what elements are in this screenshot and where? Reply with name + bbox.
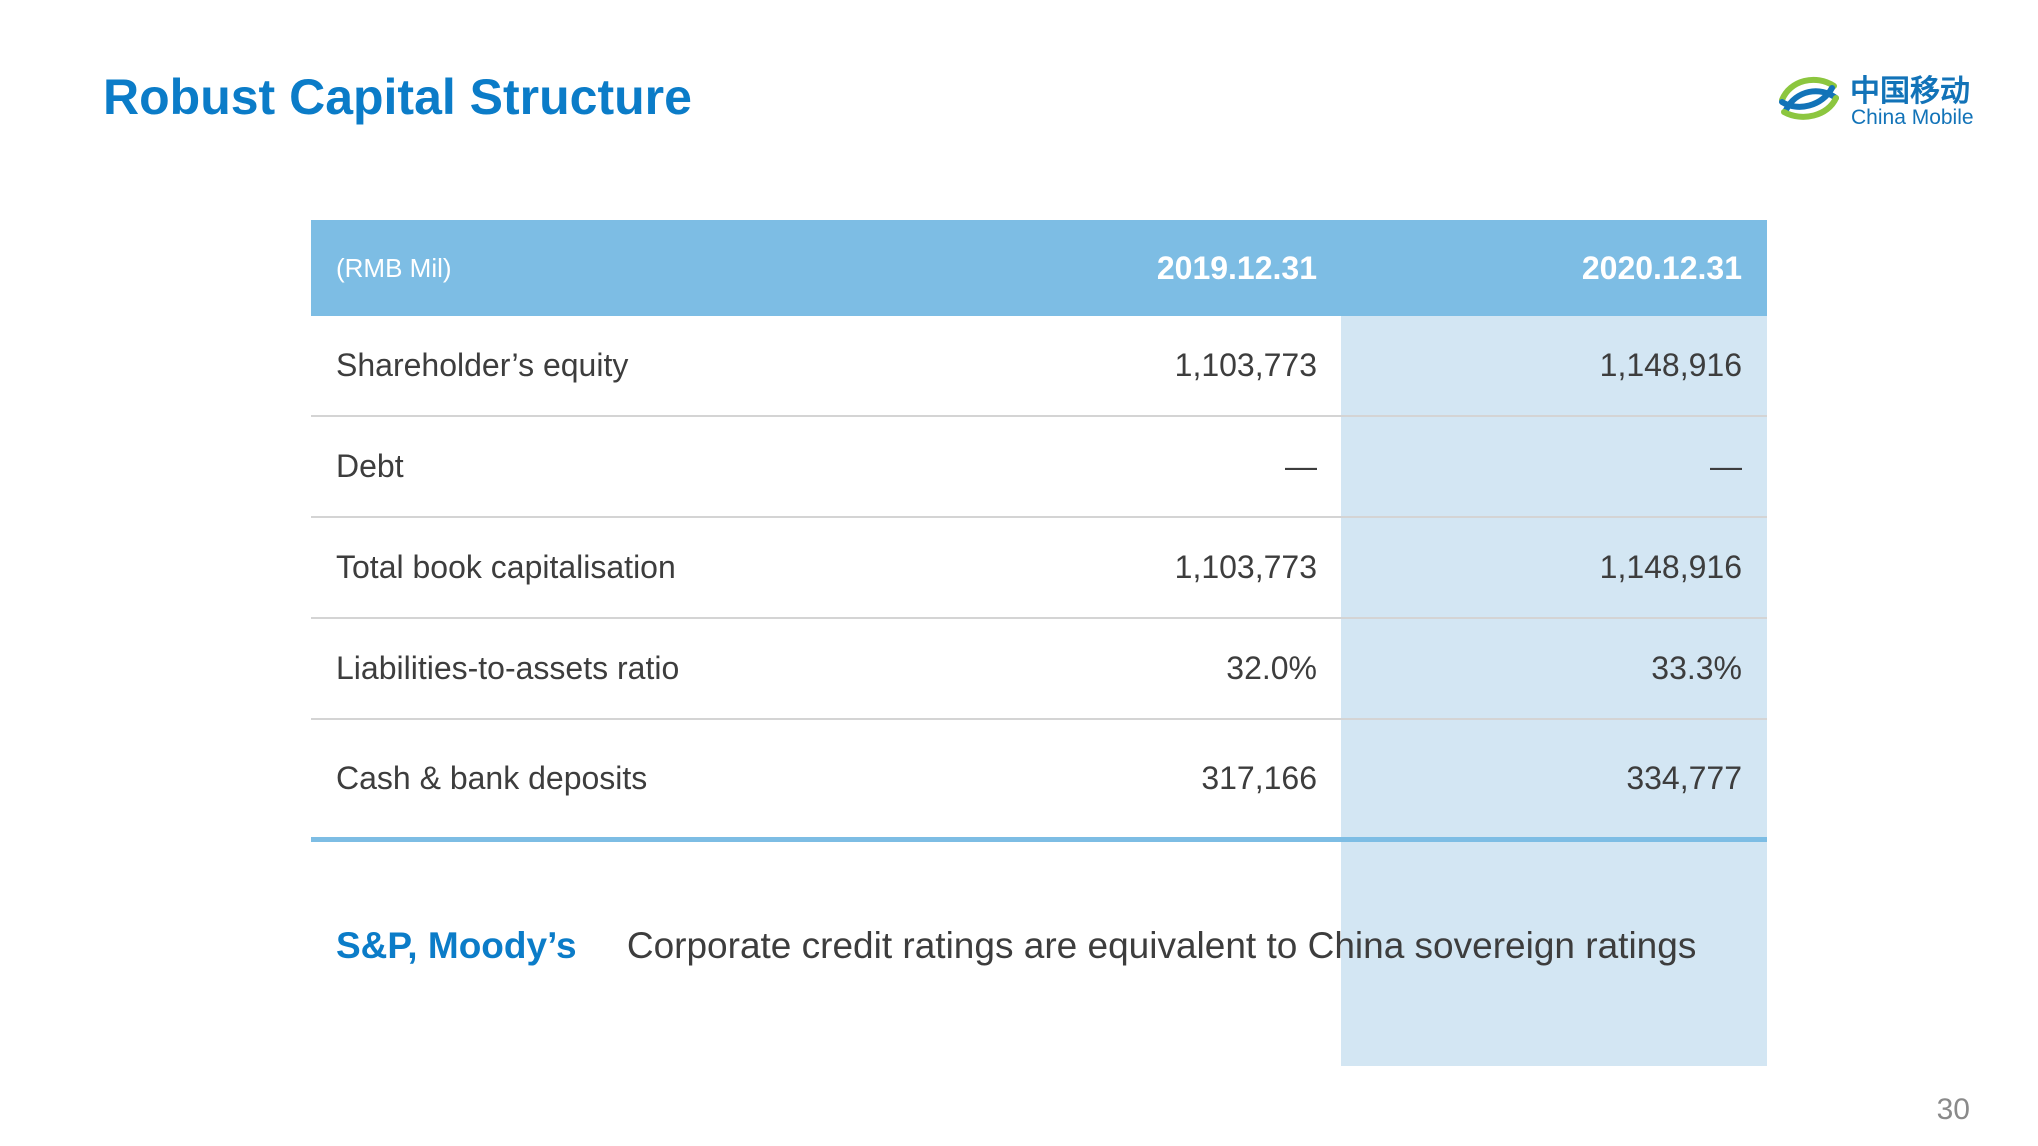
logo-name-en: China Mobile <box>1851 106 1974 129</box>
row-label: Total book capitalisation <box>336 549 676 585</box>
value-2019: — <box>1285 448 1317 484</box>
value-2019: 317,166 <box>1201 760 1317 796</box>
value-2019: 1,103,773 <box>1174 549 1317 585</box>
value-2020: 1,148,916 <box>1599 347 1742 383</box>
page-number: 30 <box>1936 1093 1970 1126</box>
capital-structure-table: (RMB Mil) 2019.12.31 2020.12.31 Sharehol… <box>311 220 1767 1066</box>
value-2020: — <box>1710 448 1742 484</box>
logo-name-cn: 中国移动 <box>1850 74 1970 109</box>
row-label: Debt <box>336 448 404 484</box>
column-header-2019: 2019.12.31 <box>1156 249 1317 286</box>
table-row: Liabilities-to-assets ratio 32.0% 33.3% <box>311 619 1767 720</box>
value-2020: 33.3% <box>1651 650 1742 686</box>
value-2019: 1,103,773 <box>1174 347 1317 383</box>
value-2020: 1,148,916 <box>1599 549 1742 585</box>
row-label: Shareholder’s equity <box>336 347 629 383</box>
table-row: Total book capitalisation 1,103,773 1,14… <box>311 518 1767 619</box>
unit-label: (RMB Mil) <box>336 252 452 283</box>
row-label: Cash & bank deposits <box>336 760 648 796</box>
credit-rating-note: S&P, Moody’s Corporate credit ratings ar… <box>336 925 1696 967</box>
table-row: Debt — — <box>311 417 1767 518</box>
company-logo: 中国移动 China Mobile <box>1776 62 1996 138</box>
page-title: Robust Capital Structure <box>103 69 692 125</box>
value-2020: 334,777 <box>1626 760 1742 796</box>
column-header-2020: 2020.12.31 <box>1581 249 1742 286</box>
table-header-row: (RMB Mil) 2019.12.31 2020.12.31 <box>311 220 1767 316</box>
highlight-column <box>1341 316 1767 1066</box>
table-row: Shareholder’s equity 1,103,773 1,148,916 <box>311 316 1767 417</box>
china-mobile-logo-icon <box>1779 76 1839 120</box>
value-2019: 32.0% <box>1226 650 1317 686</box>
table-row: Cash & bank deposits 317,166 334,777 <box>311 720 1767 842</box>
rating-agencies-label: S&P, Moody’s <box>336 925 577 966</box>
row-label: Liabilities-to-assets ratio <box>336 650 680 686</box>
rating-description: Corporate credit ratings are equivalent … <box>626 925 1697 966</box>
